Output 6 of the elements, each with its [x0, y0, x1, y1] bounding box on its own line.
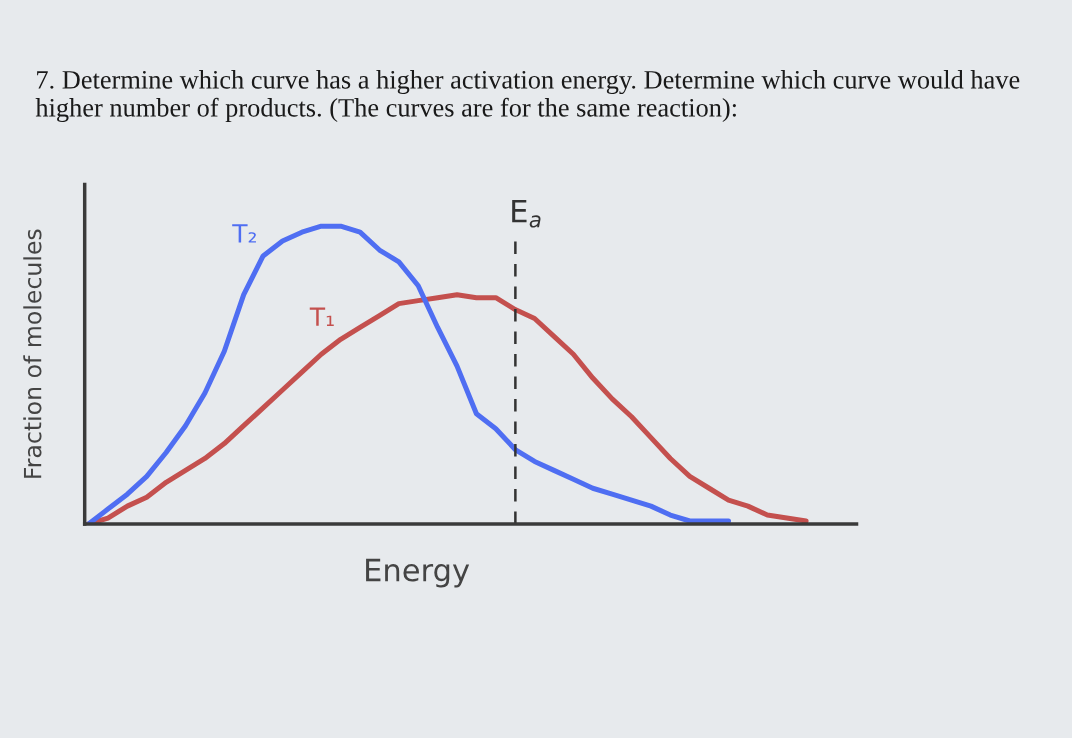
y-axis-title: Fraction of molecules	[23, 229, 42, 478]
chart-title: 7. Determine which curve has a higher activation energy. Determine which curve would have higher number of products. (The curves are for the same reaction):	[35, 70, 1020, 123]
series-label: T₁	[309, 307, 334, 326]
series-label: T₂	[232, 224, 256, 243]
annotation: E$_{a}$	[512, 199, 541, 228]
x-axis-title: Energy	[366, 558, 470, 588]
